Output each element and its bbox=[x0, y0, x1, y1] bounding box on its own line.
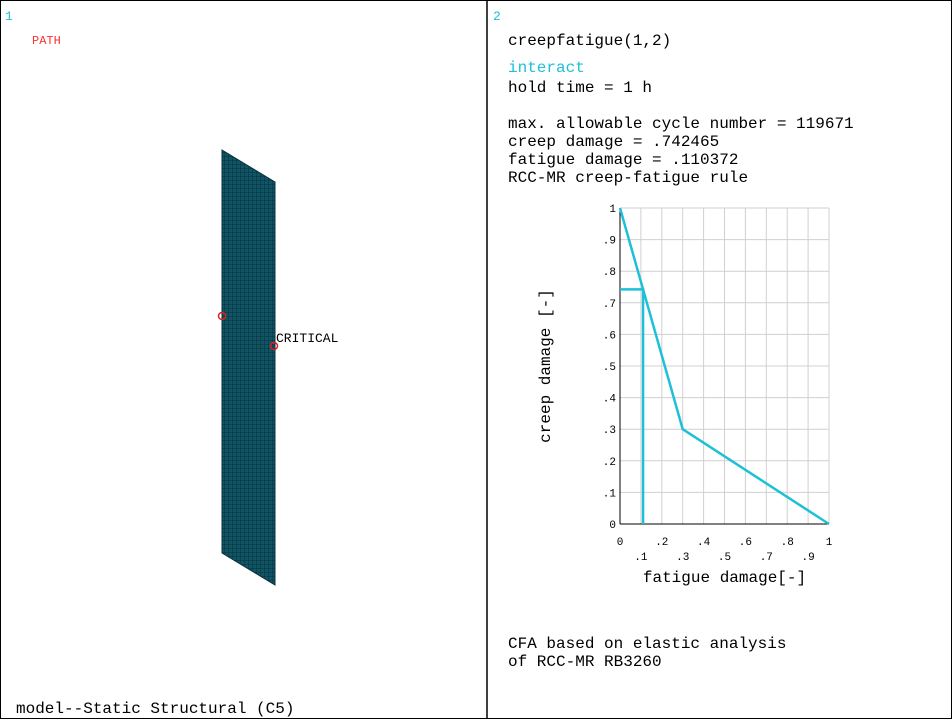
x-axis-label: fatigue damage[-] bbox=[643, 569, 806, 587]
y-tick-label: 1 bbox=[609, 204, 616, 216]
panel-number: 1 bbox=[5, 9, 13, 24]
panel-number: 2 bbox=[493, 9, 501, 24]
y-tick-label: 0 bbox=[609, 520, 616, 532]
y-tick-label: .4 bbox=[603, 394, 617, 406]
x-tick-label: .1 bbox=[634, 552, 648, 564]
x-tick-label: .6 bbox=[739, 537, 752, 549]
y-tick-label: .5 bbox=[603, 362, 616, 374]
x-tick-label: 0 bbox=[617, 537, 624, 549]
x-tick-label: .5 bbox=[718, 552, 731, 564]
model-footer: model--Static Structural (C5) bbox=[16, 700, 294, 718]
y-tick-label: .9 bbox=[603, 236, 616, 248]
y-axis-label: creep damage [-] bbox=[537, 289, 555, 443]
result-line: max. allowable cycle number = 119671 bbox=[508, 115, 854, 133]
y-tick-label: .1 bbox=[603, 488, 617, 500]
note-line: of RCC-MR RB3260 bbox=[508, 653, 662, 671]
critical-label: CRITICAL bbox=[276, 331, 338, 346]
path-label: PATH bbox=[32, 34, 61, 48]
x-tick-label: .3 bbox=[676, 552, 689, 564]
y-tick-label: .3 bbox=[603, 425, 616, 437]
result-line: creep damage = .742465 bbox=[508, 133, 719, 151]
window-frame bbox=[1, 1, 952, 719]
command: creepfatigue(1,2) bbox=[508, 32, 671, 50]
y-tick-label: .8 bbox=[603, 267, 616, 279]
x-tick-label: .9 bbox=[801, 552, 814, 564]
y-tick-label: .7 bbox=[603, 299, 616, 311]
x-tick-label: 1 bbox=[826, 537, 833, 549]
note-line: CFA based on elastic analysis bbox=[508, 635, 786, 653]
x-tick-label: .7 bbox=[760, 552, 773, 564]
x-tick-label: .2 bbox=[655, 537, 668, 549]
screen: 1 PATH CRITICAL model--Static Structural… bbox=[0, 0, 952, 719]
y-tick-label: .6 bbox=[603, 330, 616, 342]
result-line: hold time = 1 h bbox=[508, 79, 652, 97]
mesh-plate bbox=[222, 150, 275, 585]
y-tick-label: .2 bbox=[603, 457, 616, 469]
x-tick-label: .4 bbox=[697, 537, 711, 549]
result-line: RCC-MR creep-fatigue rule bbox=[508, 169, 748, 187]
x-tick-label: .8 bbox=[781, 537, 794, 549]
result-line: fatigue damage = .110372 bbox=[508, 151, 738, 169]
mode: interact bbox=[508, 59, 585, 77]
